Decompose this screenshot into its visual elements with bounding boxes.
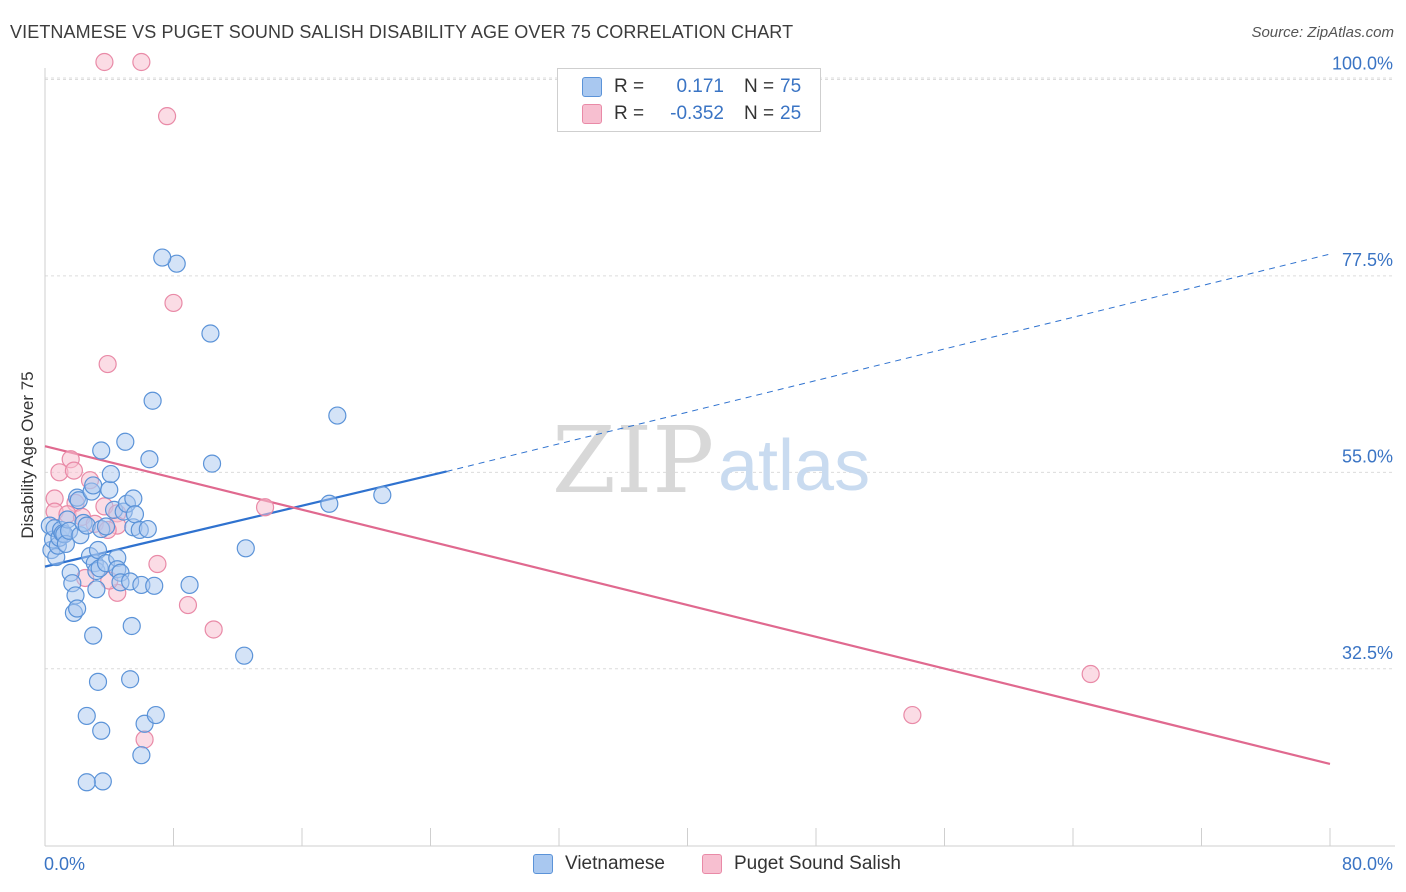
legend-n-value: 25 <box>780 103 802 124</box>
point-vietnamese <box>146 705 165 725</box>
point-vietnamese <box>101 464 120 484</box>
point-vietnamese <box>93 772 112 791</box>
point-vietnamese <box>145 576 164 595</box>
point-vietnamese <box>68 599 87 618</box>
point-salish <box>132 52 151 72</box>
trend-line-vietnamese-extrapolated <box>446 253 1331 472</box>
watermark-atlas: atlas <box>718 426 870 506</box>
bottom-legend-swatch-vietnamese <box>533 854 553 874</box>
point-salish <box>148 554 167 574</box>
point-vietnamese <box>69 491 88 510</box>
legend-r-label: R = <box>614 76 645 97</box>
bottom-legend-swatch-salish <box>702 854 722 874</box>
point-vietnamese <box>100 480 119 499</box>
y-tick-label: 100.0% <box>1332 53 1393 73</box>
bottom-legend-salish: Puget Sound Salish <box>702 852 901 876</box>
bottom-legend-label-vietnamese: Vietnamese <box>565 853 665 874</box>
point-salish <box>135 730 154 749</box>
point-vietnamese <box>124 489 143 508</box>
point-vietnamese <box>88 540 108 560</box>
legend-row-salish: R = -0.352 N = 25 <box>582 102 801 126</box>
point-vietnamese <box>143 391 162 410</box>
point-vietnamese <box>153 248 172 267</box>
data-points <box>40 52 1100 792</box>
point-vietnamese <box>77 706 96 726</box>
point-vietnamese <box>140 450 159 469</box>
y-tick-label: 77.5% <box>1342 250 1393 270</box>
legend-swatch-salish <box>582 104 602 124</box>
point-vietnamese <box>180 575 199 595</box>
point-vietnamese <box>201 324 220 343</box>
point-vietnamese <box>92 441 111 460</box>
legend-r-value: 0.171 <box>676 76 724 97</box>
legend-row-vietnamese: R = 0.171 N = 75 <box>582 75 801 99</box>
point-vietnamese <box>373 485 392 505</box>
point-salish <box>164 293 183 313</box>
point-vietnamese <box>138 519 157 539</box>
point-vietnamese <box>202 454 222 473</box>
watermark-zip: ZIP <box>552 407 714 514</box>
point-vietnamese <box>77 773 96 792</box>
x-tick-label: 80.0% <box>1342 854 1393 874</box>
point-vietnamese <box>121 670 140 689</box>
point-vietnamese <box>328 406 347 425</box>
watermark: ZIP atlas <box>552 407 870 514</box>
point-vietnamese <box>84 626 103 645</box>
legend-r-label: R = <box>614 103 645 124</box>
bottom-legend-vietnamese: Vietnamese <box>533 852 665 876</box>
point-vietnamese <box>87 580 106 599</box>
point-salish <box>178 595 198 615</box>
point-vietnamese <box>236 539 255 558</box>
point-vietnamese <box>125 505 145 524</box>
y-tick-label: 55.0% <box>1342 446 1393 466</box>
legend-n-label: N = <box>744 76 775 97</box>
legend-n-label: N = <box>744 103 775 124</box>
tick-labels: 32.5% 55.0% 77.5% 100.0% 0.0% 80.0% <box>44 53 1393 874</box>
correlation-legend: R = 0.171 N = 75 R = -0.352 N = 25 <box>557 68 821 132</box>
point-vietnamese <box>235 646 254 665</box>
point-salish <box>157 107 177 126</box>
y-tick-label: 32.5% <box>1342 643 1393 663</box>
axes <box>44 68 1395 847</box>
legend-r-value: -0.352 <box>670 103 724 124</box>
point-vietnamese <box>116 432 135 451</box>
source-credit: Source: ZipAtlas.com <box>1251 24 1394 41</box>
legend-n-value: 75 <box>780 76 802 97</box>
point-salish <box>903 705 922 725</box>
legend-swatch-vietnamese <box>582 77 602 97</box>
x-tick-label: 0.0% <box>44 854 85 874</box>
point-salish <box>204 620 223 639</box>
point-vietnamese <box>122 616 141 636</box>
point-salish <box>255 498 275 517</box>
point-salish <box>1081 664 1100 684</box>
point-salish <box>95 52 114 72</box>
point-vietnamese <box>320 494 339 513</box>
point-vietnamese <box>96 517 116 536</box>
point-salish <box>64 461 84 480</box>
trend-line-salish <box>44 445 1331 766</box>
point-vietnamese <box>84 476 103 495</box>
bottom-legend-label-salish: Puget Sound Salish <box>734 853 901 874</box>
point-salish <box>98 354 117 374</box>
point-vietnamese <box>92 721 111 740</box>
gridlines <box>45 77 1395 670</box>
point-vietnamese <box>88 672 108 691</box>
point-vietnamese <box>132 746 151 765</box>
chart-title: VIETNAMESE VS PUGET SOUND SALISH DISABIL… <box>10 22 794 42</box>
